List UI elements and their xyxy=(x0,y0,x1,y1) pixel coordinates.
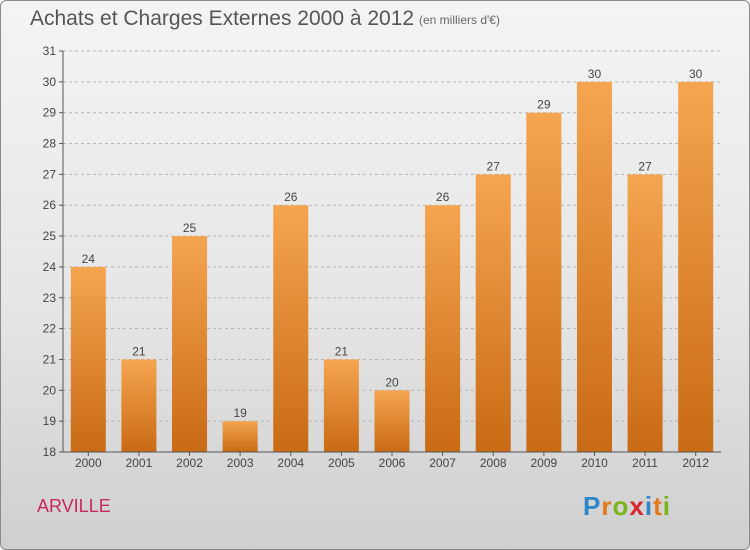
y-tick-label: 26 xyxy=(43,198,57,212)
y-tick-label: 28 xyxy=(43,137,57,151)
data-label: 27 xyxy=(487,159,501,173)
y-tick-label: 20 xyxy=(43,383,57,397)
x-tick-label: 2011 xyxy=(632,456,658,470)
bar xyxy=(172,236,208,452)
data-label: 21 xyxy=(132,344,146,358)
x-tick-label: 2000 xyxy=(75,456,102,470)
bar xyxy=(678,81,714,452)
labels: 18 19 20 21 22 23 24 25 26 27 28 29 30 31 24 2000 21 2001… xyxy=(43,44,710,470)
bar xyxy=(526,112,562,452)
x-tick-label: 2007 xyxy=(429,456,456,470)
data-label: 20 xyxy=(385,375,399,389)
bar xyxy=(374,390,410,452)
y-tick-label: 29 xyxy=(43,106,57,120)
bar xyxy=(576,81,612,452)
axes xyxy=(59,50,721,456)
y-tick-label: 18 xyxy=(43,445,57,459)
y-tick-label: 31 xyxy=(43,44,57,58)
grid-lines xyxy=(63,50,721,422)
data-label: 30 xyxy=(689,67,703,81)
bar xyxy=(70,266,106,452)
y-tick-label: 22 xyxy=(43,322,57,336)
y-tick-label: 21 xyxy=(43,352,57,366)
x-tick-label: 2010 xyxy=(581,456,608,470)
x-tick-label: 2012 xyxy=(682,456,709,470)
logo-letter: P xyxy=(583,491,602,521)
x-tick-label: 2006 xyxy=(379,456,406,470)
bar xyxy=(425,205,461,452)
logo-letter: i xyxy=(662,491,671,521)
bar xyxy=(273,205,309,452)
x-tick-label: 2005 xyxy=(328,456,355,470)
x-tick-label: 2008 xyxy=(480,456,507,470)
data-label: 26 xyxy=(436,190,450,204)
bar xyxy=(323,359,359,452)
data-label: 25 xyxy=(183,221,197,235)
place-name: ARVILLE xyxy=(37,496,111,516)
chart-title: Achats et Charges Externes 2000 à 2012 xyxy=(30,7,415,30)
data-label: 27 xyxy=(638,159,652,173)
y-tick-label: 24 xyxy=(43,260,57,274)
logo-letter: r xyxy=(601,491,613,521)
bar xyxy=(222,421,258,452)
x-tick-label: 2002 xyxy=(176,456,203,470)
logo-letter: i xyxy=(644,491,654,521)
x-tick-label: 2001 xyxy=(126,456,153,470)
bar xyxy=(627,174,663,452)
y-tick-label: 19 xyxy=(43,414,57,428)
x-tick-label: 2004 xyxy=(277,456,304,470)
logo-letter: t xyxy=(653,491,663,521)
y-tick-label: 27 xyxy=(43,167,57,181)
x-tick-label: 2003 xyxy=(227,456,254,470)
y-tick-label: 25 xyxy=(43,229,57,243)
chart-subtitle: (en milliers d'€) xyxy=(419,13,500,27)
bar xyxy=(121,359,157,452)
y-tick-label: 30 xyxy=(43,75,57,89)
logo-letter: o xyxy=(612,491,630,521)
bar xyxy=(475,174,511,452)
data-label: 26 xyxy=(284,190,298,204)
logo-letter: x xyxy=(629,491,645,521)
data-label: 24 xyxy=(82,252,96,266)
data-label: 19 xyxy=(233,406,247,420)
data-label: 21 xyxy=(335,344,349,358)
y-tick-label: 23 xyxy=(43,291,57,305)
data-label: 30 xyxy=(588,67,602,81)
x-tick-label: 2009 xyxy=(530,456,557,470)
data-label: 29 xyxy=(537,98,551,112)
bars xyxy=(70,81,714,452)
proxiti-logo: Proxiti xyxy=(583,491,671,522)
